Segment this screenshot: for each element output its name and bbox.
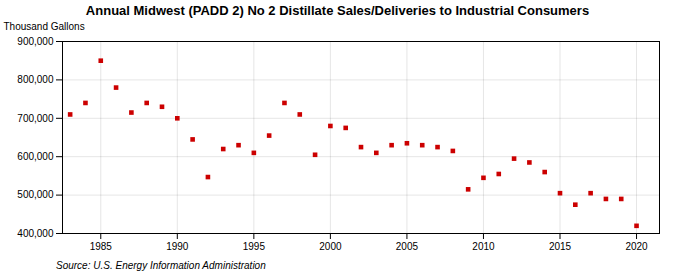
svg-text:1985: 1985 [90,241,113,252]
html-text:Source: U.S. Energy Informatio: Source: U.S. Energy Information Administ… [56,260,266,271]
svg-text:600,000: 600,000 [17,151,54,162]
svg-text:400,000: 400,000 [17,228,54,239]
svg-text:2020: 2020 [625,241,648,252]
svg-text:Thousand Gallons: Thousand Gallons [4,21,85,32]
svg-text:2000: 2000 [319,241,342,252]
svg-text:2015: 2015 [549,241,572,252]
svg-text:800,000: 800,000 [17,74,54,85]
html-text:Annual Midwest (PADD 2) No 2 D: Annual Midwest (PADD 2) No 2 Distillate … [85,3,590,18]
svg-text:1990: 1990 [166,241,189,252]
svg-text:2005: 2005 [396,241,419,252]
svg-text:500,000: 500,000 [17,189,54,200]
svg-text:1995: 1995 [243,241,266,252]
svg-text:700,000: 700,000 [17,113,54,124]
svg-text:2010: 2010 [472,241,495,252]
svg-text:900,000: 900,000 [17,36,54,47]
